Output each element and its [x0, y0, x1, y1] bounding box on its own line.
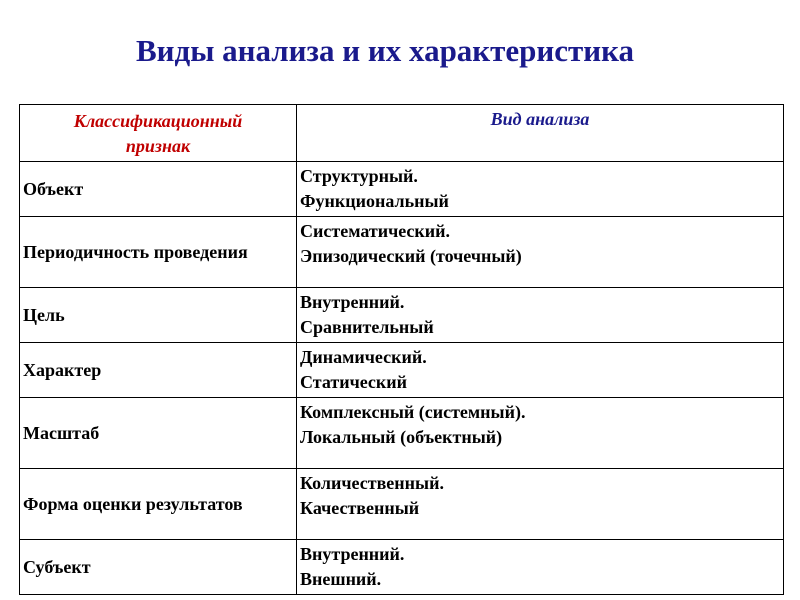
type-cell: Комплексный (системный). Локальный (объек… [296, 397, 784, 469]
type-line: Качественный [300, 498, 420, 518]
type-line: Внешний. [300, 569, 382, 589]
type-cell: Количественный. Качественный [296, 468, 784, 540]
type-line: Комплексный (системный). [300, 402, 526, 422]
header-row: Классификационный признак Вид анализа [19, 104, 784, 162]
feature-cell: Форма оценки результатов [19, 468, 297, 540]
table-row: Периодичность проведения Систематический.… [19, 216, 784, 288]
table-row: Субъект Внутренний. Внешний. [19, 539, 784, 595]
type-cell: Динамический. Статический [296, 342, 784, 398]
table-row: Характер Динамический. Статический [19, 342, 784, 398]
type-line: Локальный (объектный) [300, 427, 503, 447]
type-line: Статический [300, 372, 408, 392]
feature-cell: Субъект [19, 539, 297, 595]
table-row: Форма оценки результатов Количественный. К… [19, 468, 784, 540]
type-cell: Систематический. Эпизодический (точечный) [296, 216, 784, 288]
type-cell: Внутренний. Сравнительный [296, 287, 784, 343]
analysis-table: Классификационный признак Вид анализа Об… [19, 104, 784, 595]
feature-cell: Объект [19, 161, 297, 217]
header-cell: Вид анализа [296, 104, 784, 162]
feature-cell: Периодичность проведения [19, 216, 297, 288]
type-cell: Структурный. Функциональный [296, 161, 784, 217]
type-line: Структурный. [300, 166, 418, 186]
type-line: Эпизодический (точечный) [300, 246, 522, 266]
header-cell: Классификационный признак [19, 104, 297, 162]
slide-title: Виды анализа и их характеристика [135, 33, 634, 68]
type-cell: Внутренний. Внешний. [296, 539, 784, 595]
type-line: Динамический. [300, 347, 427, 367]
table-body: Объект Структурный. Функциональный Периодич… [19, 161, 784, 595]
type-line: Систематический. [300, 221, 451, 241]
table-row: Объект Структурный. Функциональный [19, 161, 784, 217]
type-line: Количественный. [300, 473, 444, 493]
feature-cell: Характер [19, 342, 297, 398]
type-line: Сравнительный [300, 317, 434, 337]
feature-cell: Цель [19, 287, 297, 343]
type-line: Внутренний. [300, 544, 405, 564]
type-line: Внутренний. [300, 292, 405, 312]
table-row: Цель Внутренний. Сравнительный [19, 287, 784, 343]
type-line: Функциональный [300, 191, 449, 211]
table-row: Масштаб Комплексный (системный). Локальный… [19, 397, 784, 469]
feature-cell: Масштаб [19, 397, 297, 469]
